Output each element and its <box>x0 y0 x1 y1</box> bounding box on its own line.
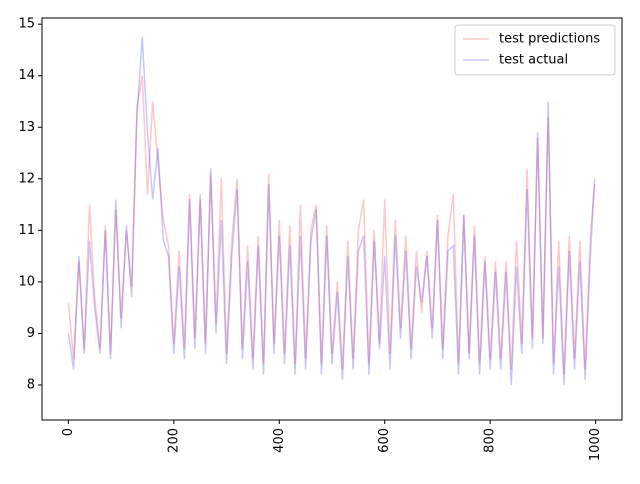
y-tick-label: 11 <box>18 223 35 238</box>
y-tick-label: 10 <box>18 274 35 289</box>
axes-frame <box>41 17 623 421</box>
legend-label: test predictions <box>499 32 600 47</box>
legend-box <box>454 24 616 76</box>
y-tick-label: 14 <box>18 68 35 83</box>
y-tick-label: 12 <box>18 171 35 186</box>
x-tick-label: 600 <box>377 428 392 453</box>
x-tick-label: 0 <box>61 428 76 436</box>
y-tick-label: 15 <box>18 17 35 32</box>
y-tick-label: 9 <box>27 326 35 341</box>
y-tick-label: 8 <box>27 377 35 392</box>
y-tick-label: 13 <box>18 120 35 135</box>
x-tick-label: 800 <box>483 428 498 453</box>
x-tick-label: 400 <box>272 428 287 453</box>
x-tick-label: 200 <box>166 428 181 453</box>
legend-label: test actual <box>499 53 568 68</box>
series-line <box>67 75 596 375</box>
x-tick-label: 1000 <box>588 428 603 461</box>
series-line <box>67 37 596 386</box>
